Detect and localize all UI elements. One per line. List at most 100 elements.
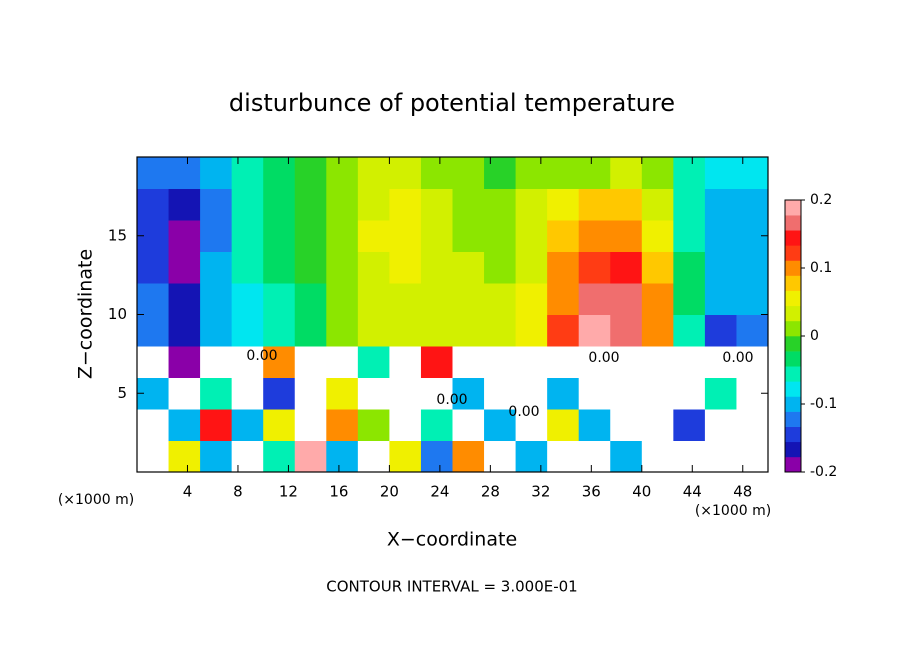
- cell: [452, 377, 485, 410]
- cell: [389, 188, 422, 221]
- cell: [200, 220, 233, 252]
- cell: [484, 377, 517, 410]
- cell: [673, 409, 706, 441]
- cell: [704, 346, 737, 378]
- cell: [231, 220, 264, 252]
- cell: [484, 283, 517, 315]
- cell: [200, 314, 233, 347]
- cell: [578, 314, 611, 347]
- cell: [294, 251, 327, 284]
- cell: [357, 440, 390, 473]
- cell: [610, 251, 643, 284]
- cell: [263, 314, 296, 347]
- cell: [231, 251, 264, 284]
- cell: [168, 314, 201, 347]
- cell: [420, 314, 453, 347]
- x-tick-label: 20: [380, 483, 399, 501]
- cell: [452, 157, 485, 189]
- cell: [200, 409, 233, 441]
- cell: [515, 157, 548, 189]
- cell: [231, 440, 264, 473]
- cell: [263, 251, 296, 284]
- cell: [389, 220, 422, 252]
- cell: [389, 251, 422, 284]
- cell: [736, 346, 769, 378]
- cell: [578, 157, 611, 189]
- cell: [641, 283, 674, 315]
- colorbar-band: [785, 396, 801, 412]
- cell: [200, 377, 233, 410]
- cell: [578, 220, 611, 252]
- colorbar-band: [785, 305, 801, 322]
- cell: [484, 346, 517, 378]
- cell: [326, 251, 359, 284]
- cell: [673, 220, 706, 252]
- cell: [673, 157, 706, 189]
- cell: [736, 283, 769, 315]
- cell: [420, 440, 453, 473]
- cell: [263, 220, 296, 252]
- x-axis-label: X−coordinate: [387, 529, 517, 551]
- cell: [137, 346, 170, 378]
- cell: [294, 440, 327, 473]
- colorbar-band: [785, 200, 801, 216]
- cell: [578, 377, 611, 410]
- cell: [515, 377, 548, 410]
- cell: [515, 220, 548, 252]
- cell: [326, 346, 359, 378]
- cell: [452, 220, 485, 252]
- colorbar-band: [785, 336, 801, 352]
- contour-label: 0.00: [246, 348, 277, 364]
- cell: [326, 220, 359, 252]
- cell: [736, 157, 769, 189]
- cell: [452, 251, 485, 284]
- cell: [357, 157, 390, 189]
- cell: [231, 377, 264, 410]
- x-tick-label: 16: [329, 483, 348, 501]
- cell: [452, 283, 485, 315]
- cell: [168, 220, 201, 252]
- cell: [420, 377, 453, 410]
- cell: [357, 283, 390, 315]
- y-tick-label: 15: [108, 226, 127, 244]
- y-tick-label: 10: [108, 305, 127, 323]
- cell: [578, 409, 611, 441]
- x-tick-label: 44: [683, 483, 702, 501]
- cell: [389, 377, 422, 410]
- cell: [704, 314, 737, 347]
- cell: [704, 283, 737, 315]
- cell: [547, 314, 580, 347]
- cell: [389, 440, 422, 473]
- cell: [515, 283, 548, 315]
- cell: [484, 188, 517, 221]
- cell: [200, 346, 233, 378]
- cell: [484, 251, 517, 284]
- cell: [168, 157, 201, 189]
- cell: [641, 188, 674, 221]
- cell: [673, 440, 706, 473]
- x-tick-label: 8: [233, 483, 243, 501]
- cell: [641, 220, 674, 252]
- colorbar-tick-label: 0.2: [810, 192, 832, 208]
- cell: [515, 409, 548, 441]
- cell: [389, 314, 422, 347]
- cell: [263, 409, 296, 441]
- colorbar-band: [785, 290, 801, 307]
- cell: [294, 157, 327, 189]
- colorbar-band: [785, 441, 801, 458]
- colorbar-band: [785, 381, 801, 397]
- cell: [673, 314, 706, 347]
- cell: [200, 157, 233, 189]
- cell: [736, 314, 769, 347]
- x-tick-label: 40: [632, 483, 651, 501]
- cell: [420, 409, 453, 441]
- cell: [452, 188, 485, 221]
- cell: [484, 220, 517, 252]
- cell: [263, 440, 296, 473]
- colorbar-band: [785, 260, 801, 276]
- cell: [263, 157, 296, 189]
- cell: [515, 188, 548, 221]
- cell: [168, 251, 201, 284]
- colorbar-band: [785, 245, 801, 261]
- cell: [673, 377, 706, 410]
